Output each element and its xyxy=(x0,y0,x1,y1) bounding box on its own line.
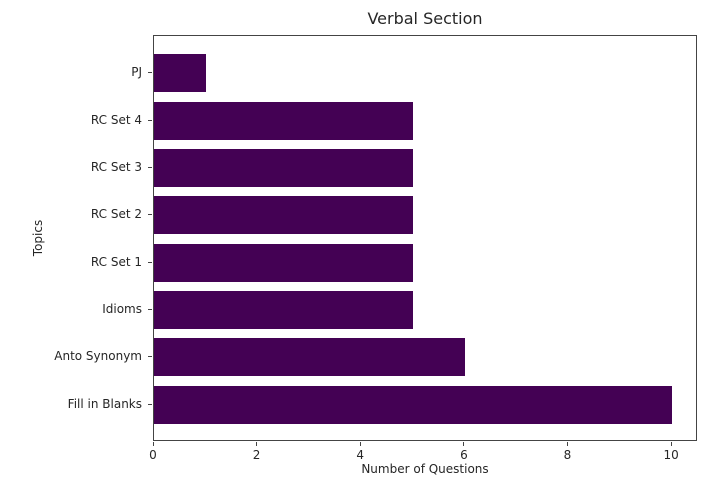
x-tick-mark xyxy=(670,442,672,446)
bar xyxy=(154,149,413,187)
y-tick-label: RC Set 4 xyxy=(90,112,142,127)
bar xyxy=(154,291,413,329)
y-tick-mark xyxy=(148,403,152,405)
chart-title: Verbal Section xyxy=(367,9,483,28)
y-tick-mark xyxy=(148,309,152,310)
x-tick-label: 0 xyxy=(149,448,157,462)
bar xyxy=(154,196,413,235)
bar xyxy=(154,101,413,140)
x-tick-mark xyxy=(567,442,568,446)
y-tick-mark xyxy=(148,214,152,216)
y-tick-label: RC Set 1 xyxy=(90,254,142,269)
y-tick-label: Anto Synonym xyxy=(54,349,142,364)
x-axis-label: Number of Questions xyxy=(361,462,489,476)
x-tick-mark xyxy=(256,442,258,446)
bar xyxy=(154,54,206,93)
y-tick-mark xyxy=(148,72,152,74)
x-tick-label: 10 xyxy=(663,448,679,462)
y-tick-mark xyxy=(148,167,152,169)
plot-area xyxy=(153,35,697,441)
y-tick-label: RC Set 3 xyxy=(90,160,142,175)
x-tick-label: 4 xyxy=(356,448,364,462)
y-tick-mark xyxy=(148,261,152,263)
y-tick-labels: PJ RC Set 4 RC Set 3 RC Set 2 RC Set 1 Idioms… xyxy=(0,35,153,441)
x-tick-label: 2 xyxy=(252,448,261,462)
x-tick-mark xyxy=(359,442,361,446)
x-tick-mark xyxy=(152,442,154,446)
x-tick-label: 8 xyxy=(563,448,572,462)
x-tick-labels: 0 2 4 6 8 10 xyxy=(149,441,697,471)
x-tick-label: 6 xyxy=(460,448,468,462)
bar xyxy=(154,243,413,282)
y-tick-label: PJ xyxy=(131,65,142,80)
y-tick-label: Idioms xyxy=(102,302,142,316)
y-tick-label: RC Set 2 xyxy=(90,207,142,222)
bar xyxy=(154,385,673,424)
x-tick-mark xyxy=(463,442,465,446)
y-tick-mark xyxy=(148,119,152,121)
y-tick-mark xyxy=(148,356,152,358)
y-tick-label: Fill in Blanks xyxy=(67,396,142,411)
bar xyxy=(154,338,465,377)
